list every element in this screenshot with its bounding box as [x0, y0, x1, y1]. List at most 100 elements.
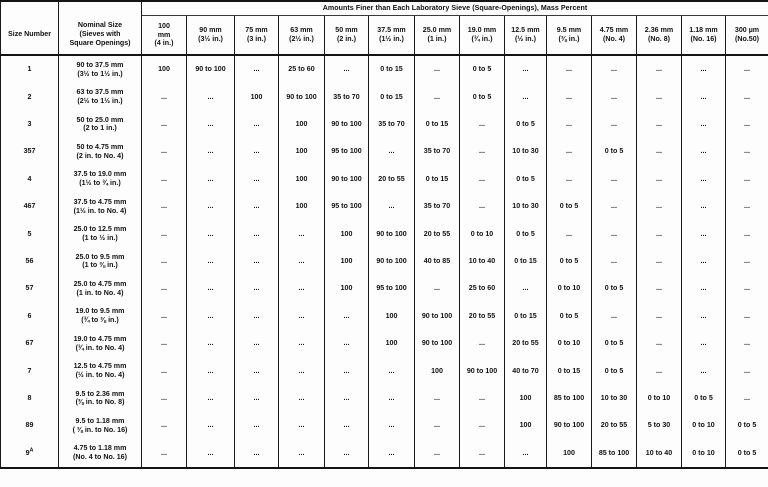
size-number-value: 3: [27, 120, 32, 129]
cell-grading-value: 0 to 5: [591, 357, 637, 385]
cell-grading-value: 10 to 30: [504, 192, 547, 221]
grading-value: ...: [298, 311, 305, 320]
sieve-metric-2: 75 mm: [245, 26, 268, 35]
cell-grading-value: ...: [186, 220, 235, 248]
cell-grading-value: ...: [681, 247, 726, 276]
cell-nominal-size: 12.5 to 4.75 mm (½ in. to No. 4): [58, 357, 142, 385]
cell-grading-value: 90 to 100: [546, 412, 592, 440]
cell-grading-value: ...: [636, 357, 682, 385]
cell-grading-value: ...: [504, 439, 547, 468]
cell-nominal-size: 37.5 to 19.0 mm (1½ to ¾ in.): [58, 165, 142, 193]
cell-grading-value: ...: [504, 275, 547, 303]
grading-value: ...: [744, 257, 750, 265]
header-sieve-75mm: 75 mm (3 in.): [234, 15, 279, 56]
grading-value: ...: [479, 421, 485, 430]
cell-grading-value: ...: [141, 384, 187, 413]
nominal-size-line2: (2 to 1 in.): [83, 124, 117, 133]
cell-grading-value: ...: [459, 138, 505, 166]
grading-value: 0 to 5: [694, 393, 713, 402]
table-row: 89 9.5 to 1.18 mm( ⅜ in. to No. 16)......…: [0, 412, 768, 440]
cell-grading-value: ...: [234, 220, 279, 248]
grading-value: ...: [611, 65, 617, 74]
grading-value: ...: [161, 366, 167, 375]
grading-value: ...: [253, 120, 260, 129]
sieve-imperial-0: (4 in.): [154, 39, 174, 48]
cell-grading-value: 90 to 100: [324, 165, 369, 193]
cell-grading-value: 0 to 5: [504, 110, 547, 139]
cell-grading-value: 35 to 70: [414, 192, 460, 221]
cell-size-number: 89: [0, 412, 59, 440]
grading-value: ...: [744, 393, 750, 402]
cell-grading-value: ...: [234, 357, 279, 385]
table-body: 1 90 to 37.5 mm (3½ to 1½ in.) 100 90 to 100…: [0, 55, 768, 468]
sieve-imperial-10: (No. 4): [602, 35, 626, 43]
cell-grading-value: 0 to 15: [414, 110, 460, 139]
cell-grading-value: ...: [725, 247, 768, 276]
cell-grading-value: ...: [324, 55, 369, 84]
cell-grading-value: 0 to 5: [591, 329, 637, 358]
grading-value: ...: [207, 147, 214, 156]
grading-value: ...: [611, 120, 617, 129]
cell-grading-value: 0 to 15: [546, 357, 592, 385]
sieve-metric-5: 37.5 mm: [377, 26, 406, 35]
grading-value: ...: [207, 120, 214, 129]
size-number-value: 2: [27, 92, 32, 101]
size-number-value: 1: [27, 65, 32, 74]
cell-grading-value: ...: [504, 83, 547, 111]
grading-value: ...: [700, 174, 707, 183]
cell-grading-value: ...: [725, 329, 768, 358]
sieve-metric-10: 4.75 mm: [599, 26, 629, 35]
cell-grading-value: ...: [725, 357, 768, 385]
grading-value: ...: [253, 147, 260, 156]
cell-grading-value: 95 to 100: [324, 192, 369, 221]
nominal-size-line1: 12.5 to 4.75 mm: [73, 362, 127, 371]
grading-value: 20 to 55: [468, 311, 496, 320]
table-row: 1 90 to 37.5 mm (3½ to 1½ in.) 100 90 to 100…: [0, 55, 768, 84]
cell-grading-value: ...: [234, 55, 279, 84]
cell-grading-value: 10 to 30: [591, 384, 637, 413]
cell-grading-value: 0 to 5: [725, 439, 768, 468]
cell-grading-value: ...: [546, 220, 592, 248]
nominal-size-line1: 4.75 to 1.18 mm: [73, 444, 127, 453]
grading-value: 25 to 60: [468, 284, 496, 293]
grading-value: 40 to 85: [423, 257, 451, 265]
grading-value: ...: [343, 393, 350, 402]
cell-grading-value: ...: [186, 302, 235, 330]
grading-value: ...: [611, 174, 617, 183]
grading-value: ...: [479, 339, 485, 348]
cell-grading-value: ...: [186, 439, 235, 468]
grading-value: ...: [298, 366, 305, 375]
cell-grading-value: ...: [234, 247, 279, 276]
nominal-size-line2: (¾ in. to No. 4): [75, 343, 125, 352]
grading-value: ...: [161, 229, 167, 238]
header-sieve-100mm: 100 mm (4 in.): [141, 15, 187, 56]
grading-value: 20 to 55: [423, 229, 451, 238]
grading-value: ...: [479, 174, 485, 183]
sieve-imperial-7: (¾ in.): [471, 35, 493, 43]
cell-nominal-size: 25.0 to 12.5 mm (1 to ½ in.): [58, 220, 142, 248]
cell-size-number: 2: [0, 83, 59, 111]
cell-size-number: 357: [0, 138, 59, 166]
nominal-size-line1: 9.5 to 2.36 mm: [75, 389, 125, 398]
table-row: 467 37.5 to 4.75 mm (1½ in. to No. 4).....…: [0, 192, 768, 221]
cell-grading-value: ...: [324, 329, 369, 358]
grading-value: ...: [479, 147, 485, 156]
cell-grading-value: 35 to 70: [414, 138, 460, 166]
cell-grading-value: ...: [141, 83, 187, 111]
grading-value: 90 to 100: [466, 366, 498, 375]
header-sieve-63mm: 63 mm (2½ in.): [278, 15, 325, 56]
header-size-number-label: Size Number: [8, 30, 51, 39]
grading-value: 0 to 5: [737, 448, 757, 457]
cell-nominal-size: 25.0 to 4.75 mm (1 in. to No. 4): [58, 275, 142, 303]
cell-grading-value: 100: [368, 329, 415, 358]
cell-grading-value: 0 to 5: [546, 302, 592, 330]
cell-nominal-size: 19.0 to 4.75 mm (¾ in. to No. 4): [58, 329, 142, 358]
cell-grading-value: ...: [141, 412, 187, 440]
sieve-imperial-8: (½ in.): [515, 35, 536, 43]
nominal-size-line1: 19.0 to 4.75 mm: [73, 334, 127, 343]
cell-grading-value: ...: [636, 83, 682, 111]
cell-grading-value: ...: [459, 110, 505, 139]
nominal-size-line1: 25.0 to 4.75 mm: [73, 279, 127, 288]
sieve-metric-0: 100: [158, 21, 170, 30]
sieve-imperial-6: (1 in.): [427, 35, 447, 43]
